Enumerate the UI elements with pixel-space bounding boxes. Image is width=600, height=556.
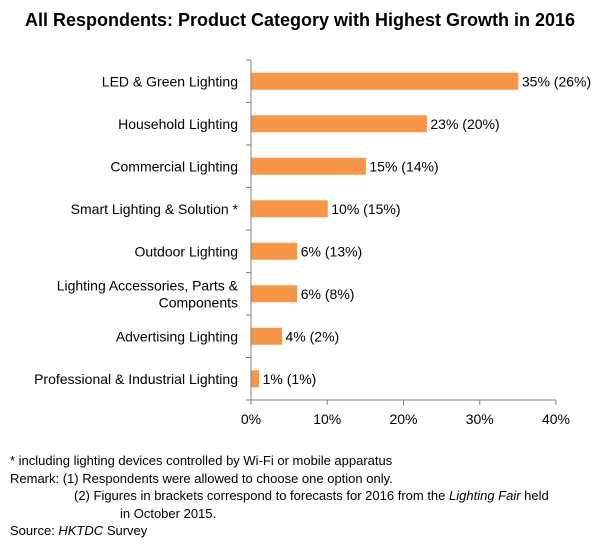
bar: [251, 327, 282, 345]
category-label: Lighting Accessories, Parts & Components: [57, 277, 239, 310]
source-org: HKTDC: [58, 523, 104, 538]
chart-notes: * including lighting devices controlled …: [10, 452, 549, 540]
source: Source: HKTDC Survey: [10, 522, 549, 540]
footnote: * including lighting devices controlled …: [10, 453, 393, 468]
data-label: 35% (26%): [522, 73, 591, 89]
data-label: 6% (13%): [301, 243, 362, 259]
source-tail: Survey: [103, 523, 148, 538]
data-label: 23% (20%): [430, 116, 499, 132]
x-tick-label: 30%: [466, 411, 494, 427]
remark-2-continued: in October 2015.: [120, 505, 217, 521]
x-tick-label: 20%: [389, 411, 417, 427]
category-label: Professional & Industrial Lighting: [34, 371, 238, 387]
data-label: 4% (2%): [286, 328, 340, 344]
category-label: Household Lighting: [118, 116, 238, 132]
chart-title: All Respondents: Product Category with H…: [24, 10, 576, 30]
bar: [251, 72, 519, 90]
category-label: LED & Green Lighting: [102, 73, 238, 89]
category-label: Outdoor Lighting: [134, 243, 238, 259]
bar: [251, 285, 298, 303]
remark-2: (2) Figures in brackets correspond to fo…: [10, 487, 549, 505]
remark-2-event: Lighting Fair: [449, 488, 521, 503]
x-tick-label: 40%: [542, 411, 570, 427]
data-label: 10% (15%): [331, 201, 400, 217]
category-label: Smart Lighting & Solution *: [71, 201, 239, 217]
data-label: 6% (8%): [301, 286, 355, 302]
x-tick-label: 0%: [241, 411, 261, 427]
bar: [251, 115, 427, 133]
remark-1: Remark: (1) Respondents were allowed to …: [10, 470, 393, 486]
bar: [251, 370, 260, 388]
data-label: 1% (1%): [263, 371, 317, 387]
bar: [251, 157, 366, 175]
category-label: Commercial Lighting: [110, 158, 238, 174]
category-label: Advertising Lighting: [116, 328, 238, 344]
x-tick-label: 10%: [313, 411, 341, 427]
bar: [251, 200, 328, 218]
remark-2-tail: held: [520, 488, 549, 503]
bar-chart: 0% 10% 20% 30% 40% LED & Green Lighting 35% (2…: [34, 59, 591, 427]
data-label: 15% (14%): [369, 158, 438, 174]
remark-2-text: (2) Figures in brackets correspond to fo…: [74, 488, 450, 503]
source-label: Source:: [10, 523, 59, 538]
bar: [251, 242, 298, 260]
